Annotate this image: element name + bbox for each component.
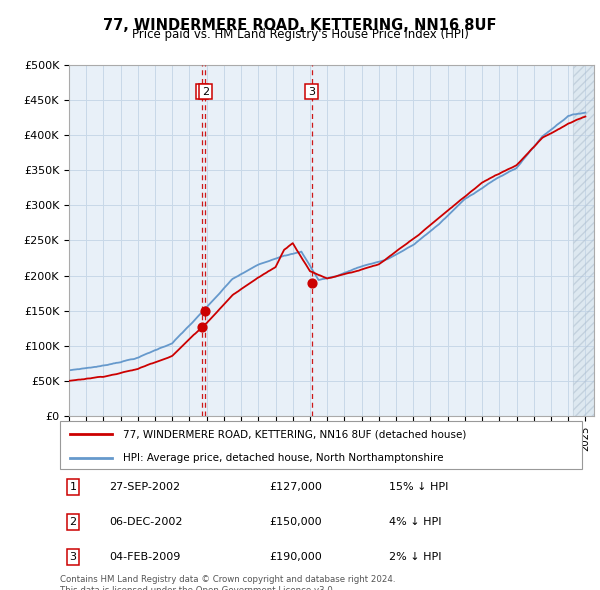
Text: 1: 1 xyxy=(70,482,77,492)
Text: £127,000: £127,000 xyxy=(269,482,322,492)
Text: 1: 1 xyxy=(199,87,206,97)
Text: Price paid vs. HM Land Registry's House Price Index (HPI): Price paid vs. HM Land Registry's House … xyxy=(131,28,469,41)
Point xyxy=(307,278,316,287)
FancyBboxPatch shape xyxy=(60,421,582,469)
Text: 77, WINDERMERE ROAD, KETTERING, NN16 8UF (detached house): 77, WINDERMERE ROAD, KETTERING, NN16 8UF… xyxy=(122,429,466,439)
Text: 4% ↓ HPI: 4% ↓ HPI xyxy=(389,517,442,527)
Text: 04-FEB-2009: 04-FEB-2009 xyxy=(110,552,181,562)
Text: HPI: Average price, detached house, North Northamptonshire: HPI: Average price, detached house, Nort… xyxy=(122,453,443,463)
Bar xyxy=(574,65,594,416)
Text: 2% ↓ HPI: 2% ↓ HPI xyxy=(389,552,442,562)
Text: 2: 2 xyxy=(70,517,77,527)
Text: £150,000: £150,000 xyxy=(269,517,322,527)
Text: 15% ↓ HPI: 15% ↓ HPI xyxy=(389,482,448,492)
Text: £190,000: £190,000 xyxy=(269,552,322,562)
Text: 2: 2 xyxy=(202,87,209,97)
Text: 27-SEP-2002: 27-SEP-2002 xyxy=(110,482,181,492)
Point xyxy=(200,306,210,316)
Text: 77, WINDERMERE ROAD, KETTERING, NN16 8UF: 77, WINDERMERE ROAD, KETTERING, NN16 8UF xyxy=(103,18,497,32)
Text: Contains HM Land Registry data © Crown copyright and database right 2024.
This d: Contains HM Land Registry data © Crown c… xyxy=(60,575,395,590)
Point xyxy=(197,322,207,332)
Text: 3: 3 xyxy=(70,552,77,562)
Text: 3: 3 xyxy=(308,87,315,97)
Text: 06-DEC-2002: 06-DEC-2002 xyxy=(110,517,183,527)
Bar xyxy=(574,65,594,416)
